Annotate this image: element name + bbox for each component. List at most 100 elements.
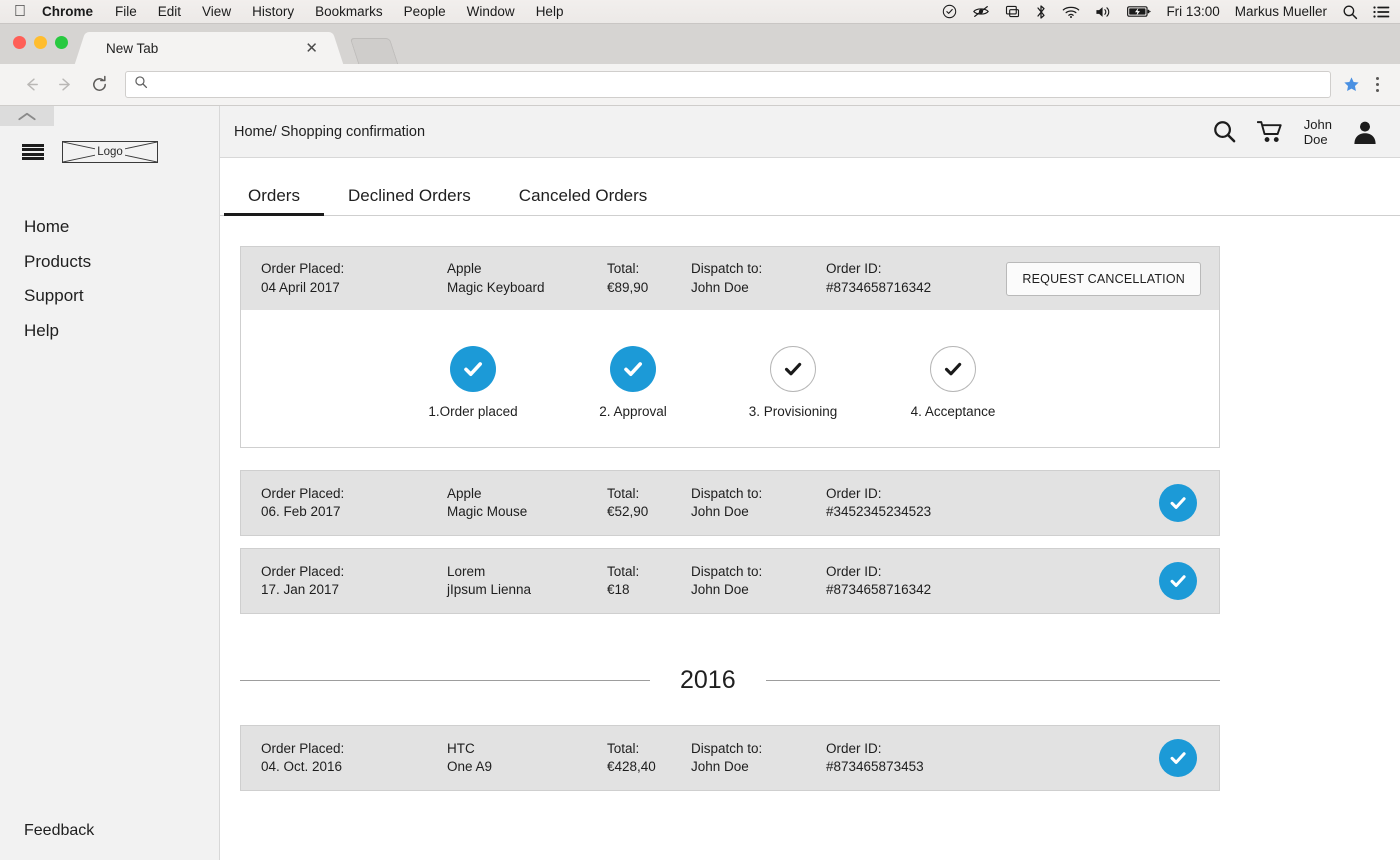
sidebar-item-support[interactable]: Support — [24, 286, 84, 305]
search-icon[interactable] — [1212, 119, 1237, 144]
order-total-field: Total: €89,90 — [607, 260, 691, 297]
menu-item-bookmarks[interactable]: Bookmarks — [303, 4, 383, 19]
address-bar[interactable] — [125, 71, 1331, 98]
order-row[interactable]: Order Placed: 06. Feb 2017 Apple Magic M… — [240, 470, 1220, 536]
notification-center-icon[interactable] — [1373, 5, 1390, 19]
logo[interactable]: Logo — [62, 141, 158, 163]
tab-orders[interactable]: Orders — [224, 186, 324, 216]
order-id-value: #8734658716342 — [826, 582, 932, 597]
os-menu-bar:  Chrome File Edit View History Bookmark… — [0, 0, 1400, 24]
order-status-badge — [1159, 739, 1197, 777]
check-circle-icon — [1159, 484, 1197, 522]
order-card-expanded: Order Placed: 04 April 2017 Apple Magic … — [240, 246, 1220, 448]
step-approval[interactable]: 2. Approval — [553, 346, 713, 419]
step-order-placed[interactable]: 1.Order placed — [393, 346, 553, 419]
forward-arrow-icon[interactable] — [48, 70, 82, 100]
menu-item-edit[interactable]: Edit — [145, 4, 181, 19]
order-date-field: Order Placed: 17. Jan 2017 — [261, 563, 447, 600]
sidebar-item-home[interactable]: Home — [24, 217, 70, 236]
product-name: Magic Keyboard — [447, 279, 545, 295]
order-status-badge — [1159, 484, 1197, 522]
step-provisioning[interactable]: 3. Provisioning — [713, 346, 873, 419]
menu-item-file[interactable]: File — [103, 4, 137, 19]
tab-canceled-orders[interactable]: Canceled Orders — [518, 186, 648, 205]
bluetooth-icon[interactable] — [1035, 4, 1047, 20]
order-id-label: Order ID: — [826, 563, 882, 579]
year-divider: 2016 — [240, 666, 1220, 695]
menu-bar-username[interactable]: Markus Mueller — [1234, 4, 1327, 19]
username-line-1: John — [1303, 116, 1332, 132]
order-id-field: Order ID: #8734658716342 — [826, 260, 1006, 297]
hamburger-menu-icon[interactable] — [22, 143, 44, 161]
order-product-field: HTC One A9 — [447, 740, 607, 777]
order-summary-row[interactable]: Order Placed: 04 April 2017 Apple Magic … — [241, 247, 1219, 310]
sidebar-item-products[interactable]: Products — [24, 251, 92, 271]
page-viewport: Logo Home Products Support Help Feedback… — [0, 106, 1400, 860]
address-input[interactable] — [156, 77, 1322, 92]
check-outline-icon — [930, 346, 976, 392]
order-id-value: #3452345234523 — [826, 504, 932, 519]
order-id-value: #873465873453 — [826, 759, 924, 774]
total-label: Total: — [607, 485, 640, 501]
order-row[interactable]: Order Placed: 17. Jan 2017 Lorem jIpsum … — [240, 548, 1220, 614]
browser-tab[interactable]: New Tab ✕ — [88, 32, 330, 64]
order-row[interactable]: Order Placed: 04. Oct. 2016 HTC One A9 T… — [240, 725, 1220, 791]
menu-item-view[interactable]: View — [190, 4, 231, 19]
order-total-field: Total: €52,90 — [607, 485, 691, 522]
order-dispatch-field: Dispatch to: John Doe — [691, 563, 826, 600]
total-label: Total: — [607, 261, 640, 276]
close-window-button[interactable] — [13, 36, 26, 49]
breadcrumb[interactable]: Home/ Shopping confirmation — [234, 123, 426, 140]
reload-icon[interactable] — [82, 70, 116, 100]
order-product-field: Lorem jIpsum Lienna — [447, 563, 607, 600]
header-username[interactable]: John Doe — [1304, 117, 1332, 147]
minimize-window-button[interactable] — [34, 36, 47, 49]
sidebar-item-help[interactable]: Help — [24, 320, 59, 340]
order-product-field: Apple Magic Mouse — [447, 485, 607, 522]
apple-logo-icon[interactable]:  — [14, 3, 26, 20]
order-id-value: #8734658716342 — [826, 279, 932, 295]
shopping-cart-icon[interactable] — [1256, 120, 1284, 144]
order-placed-label: Order Placed: — [261, 740, 345, 756]
page-header: Home/ Shopping confirmation John Doe — [220, 106, 1400, 158]
check-circle-icon — [1159, 739, 1197, 777]
menu-item-people[interactable]: People — [391, 4, 446, 19]
browser-tab-title: New Tab — [106, 40, 159, 56]
spotlight-search-icon[interactable] — [1342, 4, 1358, 20]
menu-item-help[interactable]: Help — [523, 4, 564, 19]
order-placed-label: Order Placed: — [261, 563, 345, 579]
request-cancellation-button[interactable]: REQUEST CANCELLATION — [1006, 261, 1201, 296]
user-avatar-icon[interactable] — [1352, 119, 1378, 145]
checkmark-circle-icon[interactable] — [942, 4, 957, 19]
volume-icon[interactable] — [1095, 5, 1112, 19]
menu-item-history[interactable]: History — [240, 4, 294, 19]
product-name: jIpsum Lienna — [447, 582, 532, 597]
total-value: €52,90 — [607, 504, 649, 519]
maximize-window-button[interactable] — [55, 36, 68, 49]
order-total-field: Total: €18 — [607, 563, 691, 600]
total-value: €428,40 — [607, 759, 656, 774]
eye-slash-icon[interactable] — [972, 4, 990, 19]
menu-item-window[interactable]: Window — [454, 4, 515, 19]
sidebar-header: Logo — [0, 126, 219, 178]
airplay-icon[interactable] — [1005, 4, 1020, 19]
order-dispatch-field: Dispatch to: John Doe — [691, 260, 826, 297]
orders-list: Order Placed: 04 April 2017 Apple Magic … — [220, 216, 1400, 860]
wifi-icon[interactable] — [1062, 5, 1080, 19]
battery-charging-icon[interactable] — [1127, 5, 1152, 18]
step-acceptance[interactable]: 4. Acceptance — [873, 346, 1033, 419]
menu-item-chrome[interactable]: Chrome — [30, 4, 93, 19]
menu-bar-clock[interactable]: Fri 13:00 — [1166, 4, 1220, 19]
order-total-field: Total: €428,40 — [607, 740, 691, 777]
close-icon[interactable]: ✕ — [305, 39, 318, 57]
order-dispatch-field: Dispatch to: John Doe — [691, 485, 826, 522]
chevron-up-icon[interactable] — [0, 106, 54, 126]
kebab-menu-icon[interactable] — [1366, 70, 1388, 100]
product-brand: Apple — [447, 261, 482, 276]
sidebar-item-feedback[interactable]: Feedback — [24, 822, 95, 839]
star-icon[interactable] — [1339, 76, 1364, 93]
back-arrow-icon[interactable] — [14, 70, 48, 100]
tab-declined-orders[interactable]: Declined Orders — [347, 186, 471, 205]
dispatch-label: Dispatch to: — [691, 740, 763, 756]
new-tab-icon[interactable] — [349, 38, 399, 64]
